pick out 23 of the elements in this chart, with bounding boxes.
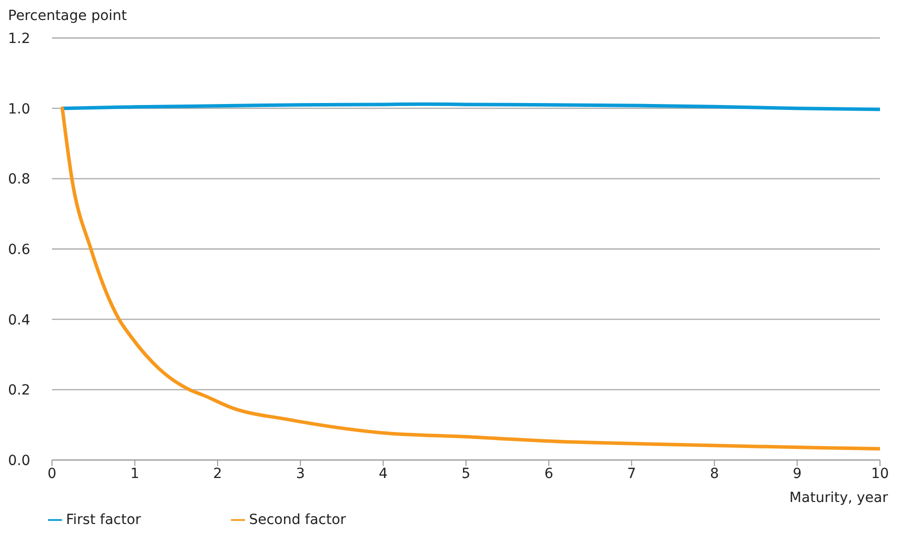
legend-label: Second factor — [248, 512, 346, 528]
x-tick-label: 8 — [710, 466, 719, 482]
x-tick-label: 1 — [130, 466, 140, 482]
y-tick-label: 1.2 — [8, 30, 30, 47]
legend-label: First factor — [66, 512, 141, 528]
x-tick-label: 4 — [378, 466, 388, 482]
x-tick-label: 7 — [627, 466, 636, 482]
y-tick-label: 0.8 — [8, 172, 30, 188]
x-tick-label: 6 — [544, 466, 554, 482]
x-tick-label: 0 — [48, 466, 56, 482]
x-tick-label: 10 — [871, 466, 889, 482]
x-tick-label: 5 — [462, 466, 470, 482]
y-tick-label: 1.0 — [8, 101, 30, 118]
x-tick-label: 9 — [792, 466, 802, 482]
x-axis-title: Maturity, year — [789, 490, 888, 506]
line-series — [60, 106, 880, 450]
y-tick-label: 0.0 — [8, 452, 30, 469]
x-tick-label: 3 — [296, 466, 305, 482]
y-tick-label: 0.6 — [8, 242, 30, 258]
y-tick-label: 0.2 — [8, 382, 30, 399]
x-tick-label: 2 — [213, 466, 222, 482]
y-tick-label: 0.4 — [8, 312, 30, 328]
y-axis-title: Percentage point — [8, 8, 127, 24]
